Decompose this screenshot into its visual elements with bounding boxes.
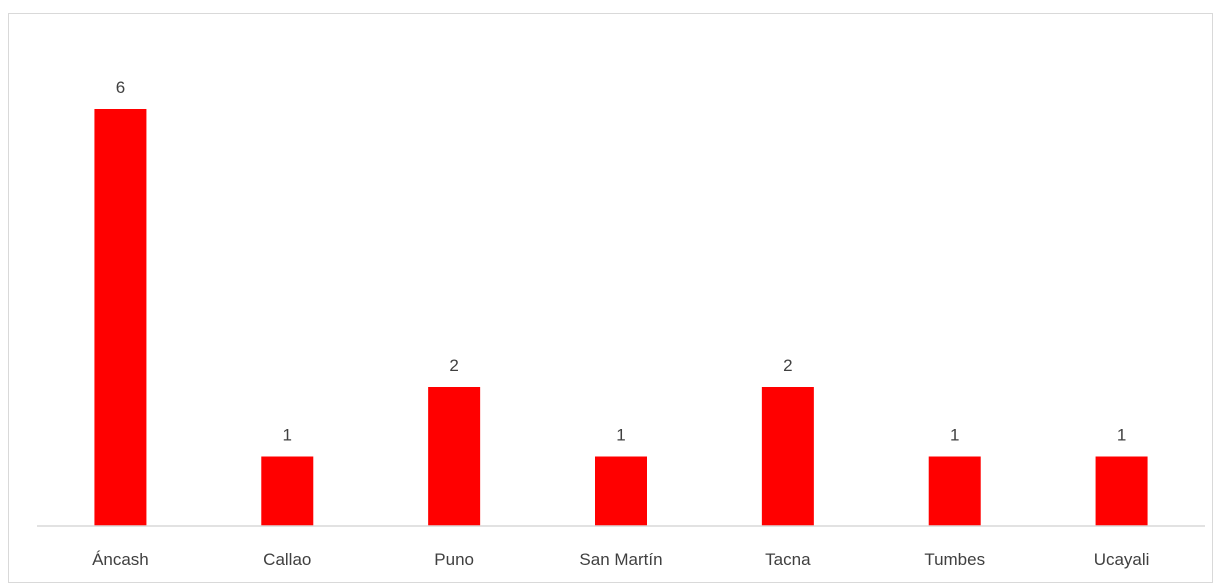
- x-tick-label-3: San Martín: [579, 550, 662, 569]
- x-tick-label-5: Tumbes: [924, 550, 985, 569]
- data-label-1: 1: [283, 426, 292, 445]
- data-label-6: 1: [1117, 426, 1126, 445]
- x-tick-labels-group: Áncash Callao Puno San Martín Tacna Tumbes Uca…: [92, 550, 1149, 569]
- data-label-4: 2: [783, 356, 792, 375]
- data-label-2: 2: [449, 356, 458, 375]
- bar-1: [261, 456, 314, 526]
- x-tick-label-2: Puno: [434, 550, 474, 569]
- bar-4: [761, 387, 814, 526]
- bar-2: [428, 387, 481, 526]
- data-label-3: 1: [616, 426, 625, 445]
- data-label-5: 1: [950, 426, 959, 445]
- data-labels-group: 6 1 2 1 2 1 1: [116, 78, 1127, 445]
- x-tick-label-4: Tacna: [765, 550, 811, 569]
- x-tick-label-1: Callao: [263, 550, 311, 569]
- x-tick-label-0: Áncash: [92, 550, 149, 569]
- bar-0: [94, 109, 147, 526]
- bars-group: [94, 109, 1148, 526]
- bar-3: [595, 456, 647, 526]
- bar-6: [1095, 456, 1148, 526]
- x-tick-label-6: Ucayali: [1094, 550, 1150, 569]
- bar-5: [928, 456, 981, 526]
- data-label-0: 6: [116, 78, 125, 97]
